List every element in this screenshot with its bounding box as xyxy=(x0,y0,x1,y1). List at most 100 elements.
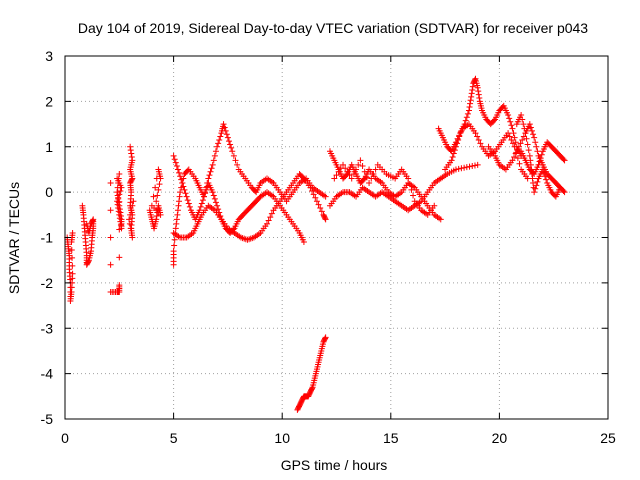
data-point-upper-band xyxy=(228,144,235,151)
y-tick-label: 0 xyxy=(45,184,53,200)
data-point-upper-band xyxy=(225,138,232,145)
data-point-upper-band xyxy=(217,133,224,140)
data-point-evening-e xyxy=(522,130,529,137)
data-point-upper-band xyxy=(220,121,227,128)
data-point-mid-band xyxy=(211,195,218,202)
data-point-evening-a xyxy=(475,91,482,98)
data-point-evening-b xyxy=(516,160,523,167)
data-point-early-e xyxy=(153,198,160,205)
x-tick-label: 5 xyxy=(170,430,178,446)
data-point-evening-c xyxy=(528,127,535,134)
data-point-upper-band xyxy=(209,161,216,168)
data-point-early-b xyxy=(83,220,90,227)
data-point-evening-e xyxy=(526,152,533,159)
data-point-upper-band xyxy=(174,211,181,218)
data-point-upper-band xyxy=(173,220,180,227)
data-point-mid-band xyxy=(203,186,210,193)
data-point-afternoon-c xyxy=(346,172,353,179)
data-point-upper-band xyxy=(177,189,184,196)
data-point-upper-band xyxy=(215,140,222,147)
data-point-evening-c xyxy=(531,134,538,141)
data-point-afternoon-b xyxy=(455,165,462,172)
data-point-early-c xyxy=(116,282,123,289)
data-point-lower-band xyxy=(315,201,322,208)
data-point-early-c xyxy=(117,222,124,229)
data-point-early-d xyxy=(128,207,135,214)
data-point-evening-e xyxy=(539,166,546,173)
data-point-afternoon-c xyxy=(368,175,375,182)
data-point-evening-c xyxy=(526,121,533,128)
data-point-mid-band xyxy=(202,190,209,197)
data-point-mid-band xyxy=(212,199,219,206)
data-point-mid-band xyxy=(197,203,204,210)
data-point-early-b xyxy=(85,258,92,265)
data-point-evening-e xyxy=(521,125,528,132)
data-point-upper-band xyxy=(230,152,237,159)
data-point-afternoon-c xyxy=(359,163,366,170)
data-point-evening-b xyxy=(452,139,459,146)
data-point-evening-a xyxy=(463,114,470,121)
y-tick-label: 1 xyxy=(45,139,53,155)
data-point-lower-band xyxy=(310,191,317,198)
data-point-evening-a xyxy=(469,83,476,90)
data-point-afternoon-b xyxy=(463,164,470,171)
data-point-early-e xyxy=(150,193,157,200)
data-point-early-d xyxy=(126,220,133,227)
data-point-early-a xyxy=(69,270,76,277)
data-point-afternoon-b xyxy=(461,164,468,171)
data-point-afternoon-c xyxy=(431,202,438,209)
data-point-evening-a xyxy=(471,76,478,83)
data-point-afternoon-c xyxy=(340,161,347,168)
data-point-upper-band xyxy=(223,131,230,138)
data-point-afternoon-c xyxy=(353,166,360,173)
data-point-lower-band xyxy=(267,214,274,221)
data-point-evening-c xyxy=(519,136,526,143)
data-point-early-e xyxy=(153,216,160,223)
x-tick-label: 15 xyxy=(383,430,399,446)
data-point-evening-a xyxy=(509,125,516,132)
y-tick-label: -4 xyxy=(41,366,54,382)
data-point-mid-band xyxy=(181,186,188,193)
data-point-early-c xyxy=(107,261,114,268)
data-point-early-a xyxy=(69,262,76,269)
data-point-afternoon-c xyxy=(335,168,342,175)
data-point-lower-band xyxy=(309,187,316,194)
data-point-evening-c xyxy=(509,157,516,164)
data-point-early-c xyxy=(116,254,123,261)
data-point-afternoon-c xyxy=(405,175,412,182)
data-point-mid-band xyxy=(210,192,217,199)
data-point-afternoon-c xyxy=(342,165,349,172)
data-point-early-d xyxy=(127,147,134,154)
data-point-mid-band xyxy=(178,176,185,183)
data-point-mid-band xyxy=(177,173,184,180)
data-point-lower-band xyxy=(265,217,272,224)
data-point-lower-band xyxy=(307,184,314,191)
data-point-afternoon-c xyxy=(361,168,368,175)
data-point-evening-d xyxy=(561,157,568,164)
data-point-mid-band xyxy=(172,159,179,166)
data-point-afternoon-b xyxy=(471,162,478,169)
data-point-afternoon-c xyxy=(333,172,340,179)
data-point-evening-b xyxy=(457,129,464,136)
data-point-evening-d xyxy=(536,158,543,165)
data-point-evening-a xyxy=(448,157,455,164)
data-point-lower-band xyxy=(322,216,329,223)
data-point-afternoon-c xyxy=(331,175,338,182)
data-point-evening-a xyxy=(475,88,482,95)
data-point-mid-band xyxy=(185,200,192,207)
data-point-early-c xyxy=(114,201,121,208)
data-point-evening-a xyxy=(508,122,515,129)
data-point-mid-band xyxy=(198,200,205,207)
data-point-upper-band xyxy=(173,216,180,223)
data-point-upper-band xyxy=(211,152,218,159)
data-point-mid-band xyxy=(199,197,206,204)
data-point-early-c xyxy=(118,225,125,232)
data-point-upper-band xyxy=(322,193,329,200)
data-point-early-c xyxy=(116,170,123,177)
data-point-evening-b xyxy=(454,135,461,142)
data-point-lower-band xyxy=(322,215,329,222)
data-point-mid-band xyxy=(201,193,208,200)
x-tick-label: 0 xyxy=(61,430,69,446)
data-point-mid-band xyxy=(196,207,203,214)
